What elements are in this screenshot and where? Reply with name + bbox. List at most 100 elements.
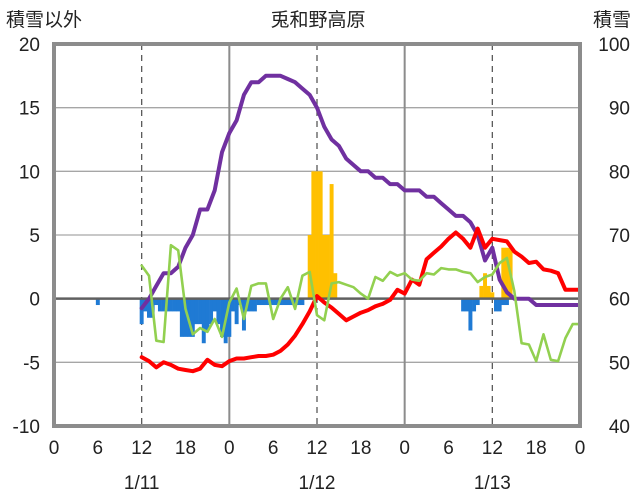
x-tick-label: 0 <box>224 438 235 459</box>
bar <box>256 298 261 306</box>
y-right-tick-label: 80 <box>609 162 630 183</box>
x-tick-label: 18 <box>350 438 371 459</box>
bar <box>300 298 305 306</box>
x-tick-label: 6 <box>268 438 279 459</box>
bar <box>325 235 330 299</box>
x-tick-label: 0 <box>575 438 586 459</box>
bar <box>179 298 184 337</box>
x-tick-label: 12 <box>482 438 503 459</box>
x-tick-label: 0 <box>399 438 410 459</box>
series-line <box>139 226 582 374</box>
bar <box>231 298 235 312</box>
y-right-axis-title: 積雪 <box>593 9 631 31</box>
x-tick-label: 6 <box>443 438 454 459</box>
bar <box>329 184 334 299</box>
series-lines <box>139 73 582 374</box>
bar <box>318 171 323 299</box>
y-right-tick-label: 50 <box>609 353 630 374</box>
bar <box>168 298 173 312</box>
x-tick-label: 0 <box>49 438 60 459</box>
bar <box>176 298 181 312</box>
bar <box>461 298 466 312</box>
date-labels: 1/11 1/12 1/13 <box>124 473 511 494</box>
bar <box>497 298 502 312</box>
bar <box>198 298 203 325</box>
bar <box>472 298 477 312</box>
bar <box>490 292 495 299</box>
bar <box>146 298 151 318</box>
bar <box>95 298 100 306</box>
bar <box>479 285 484 299</box>
bar <box>190 298 195 337</box>
bar <box>139 298 144 325</box>
y-left-tick-label: -5 <box>23 353 40 374</box>
bar <box>172 298 177 312</box>
bar <box>475 298 480 306</box>
x-tick-label: 12 <box>306 438 327 459</box>
y-right-tick-label: 90 <box>609 99 630 120</box>
bar <box>154 298 159 306</box>
bar <box>504 247 509 299</box>
y-right-tick-label: 70 <box>609 226 630 247</box>
y-left-tick-label: 5 <box>29 226 40 247</box>
bar <box>234 298 239 325</box>
bar <box>194 298 199 325</box>
bar <box>209 298 214 325</box>
bar <box>252 298 257 312</box>
bar <box>315 171 319 299</box>
x-tick-label: 6 <box>93 438 104 459</box>
bar <box>205 298 210 331</box>
bar <box>322 235 327 299</box>
y-left-axis-title: 積雪以外 <box>6 9 82 31</box>
date-label: 1/11 <box>124 473 160 494</box>
series-line <box>139 73 582 311</box>
bar <box>494 298 498 312</box>
chart-title: 兎和野高原 <box>270 9 365 31</box>
bar <box>161 298 166 312</box>
bar <box>183 298 188 337</box>
y-left-tick-label: 20 <box>19 35 40 56</box>
bar <box>293 298 298 306</box>
bar <box>212 298 217 312</box>
bar <box>216 298 221 325</box>
bar <box>282 298 287 306</box>
bar <box>468 298 473 331</box>
bar <box>483 273 488 299</box>
bar <box>201 298 206 344</box>
bar <box>227 298 232 337</box>
x-axis: 0 6 12 18 0 6 12 18 0 6 12 18 0 <box>49 438 586 459</box>
bar <box>486 285 491 299</box>
bar <box>260 298 265 306</box>
y-right-tick-label: 100 <box>598 35 630 56</box>
bar <box>296 298 301 306</box>
y-left-tick-label: -10 <box>13 417 40 438</box>
y-left-tick-label: 15 <box>19 99 40 120</box>
x-tick-label: 12 <box>131 438 152 459</box>
series-line <box>140 243 582 363</box>
bar <box>504 298 509 306</box>
date-label: 1/13 <box>474 473 511 494</box>
y-left-axis: 20 15 10 5 0 -5 -10 <box>13 35 40 438</box>
bar <box>307 235 312 299</box>
y-left-tick-label: 10 <box>19 162 40 183</box>
bar <box>501 298 506 306</box>
bar <box>274 298 279 306</box>
plot-frame <box>52 42 582 428</box>
bar <box>464 298 469 312</box>
bar <box>263 298 268 306</box>
bar <box>157 298 162 312</box>
y-right-tick-label: 60 <box>609 290 630 311</box>
x-tick-label: 18 <box>175 438 196 459</box>
bar <box>285 298 290 306</box>
y-right-axis: 100 90 80 70 60 50 40 <box>598 35 630 438</box>
bar <box>333 273 338 299</box>
bar <box>249 298 254 312</box>
date-label: 1/12 <box>299 473 336 494</box>
bar <box>271 298 276 306</box>
x-tick-label: 18 <box>526 438 547 459</box>
y-right-tick-label: 40 <box>609 417 630 438</box>
y-left-tick-label: 0 <box>29 290 40 311</box>
bar <box>311 171 316 299</box>
bar <box>220 298 225 337</box>
